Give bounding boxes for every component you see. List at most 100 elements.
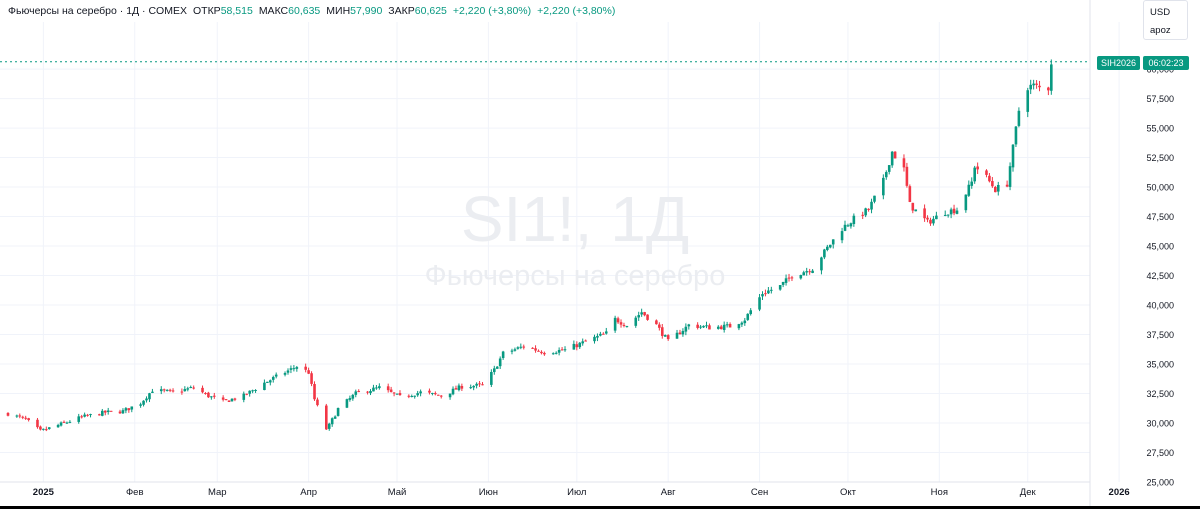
candle-body — [840, 231, 844, 241]
candle-body — [24, 417, 27, 419]
candle-body — [83, 414, 86, 417]
watermark: SI1!, 1Д Фьючерсы на серебро — [425, 183, 726, 292]
candle-body — [943, 214, 947, 216]
candle-body — [254, 389, 257, 391]
candle-body — [666, 335, 670, 340]
price-tick-label: 50,000 — [1146, 183, 1174, 193]
candle-body — [802, 272, 806, 276]
price-tick-label: 42,500 — [1146, 271, 1174, 281]
candle-body — [333, 416, 337, 419]
candle-body — [316, 399, 319, 406]
low-label: МИН — [326, 5, 351, 17]
candle-body — [490, 371, 493, 385]
candle-body — [616, 318, 620, 323]
candle-body — [419, 391, 422, 394]
candle-body — [540, 351, 543, 354]
candle-body — [336, 408, 340, 416]
candle-body — [687, 324, 691, 327]
candle-body — [251, 390, 254, 392]
candle-body — [151, 391, 154, 393]
candle-body — [867, 208, 870, 210]
candle-body — [245, 393, 249, 395]
candle-body — [516, 347, 520, 349]
candle-body — [625, 326, 629, 328]
candle-body — [1050, 64, 1053, 91]
currency-unit-box[interactable]: USD apoz — [1143, 0, 1188, 40]
candle-body — [366, 391, 369, 393]
candle-body — [451, 388, 455, 395]
candle-body — [967, 184, 971, 196]
candle-body — [537, 350, 540, 352]
candle-body — [596, 335, 599, 338]
candles-layer — [6, 59, 1053, 432]
candle-body — [823, 249, 826, 258]
candle-body — [575, 344, 579, 348]
watermark-name: Фьючерсы на серебро — [425, 260, 726, 292]
candle-body — [392, 392, 396, 394]
time-axis[interactable]: 2025 Фев Мар Апр Май Июн Июл Авг Сен Окт Ноя Дек 202… — [0, 481, 1130, 498]
candle-body — [295, 367, 299, 369]
candle-body — [454, 388, 458, 390]
candle-body — [873, 195, 876, 202]
candle-body — [348, 398, 352, 400]
candle-body — [740, 322, 744, 325]
candle-body — [159, 389, 163, 392]
candle-body — [204, 393, 207, 395]
candle-body — [991, 181, 994, 187]
candle-body — [678, 332, 682, 335]
currency-label[interactable]: USD — [1150, 7, 1171, 18]
price-tick-label: 35,000 — [1146, 360, 1174, 370]
candle-body — [513, 349, 517, 351]
candle-body — [292, 368, 296, 370]
candle-body — [492, 368, 496, 373]
candle-body — [1008, 166, 1012, 187]
candle-body — [1014, 126, 1018, 145]
candle-body — [746, 313, 750, 320]
candle-body — [778, 285, 782, 290]
candle-body — [263, 382, 266, 391]
candle-body — [902, 158, 906, 168]
candle-body — [413, 395, 417, 397]
candle-body — [121, 410, 125, 414]
price-tick-label: 45,000 — [1146, 242, 1174, 252]
time-tick-label: Июл — [567, 487, 586, 498]
candle-body — [289, 368, 293, 370]
candle-body — [663, 335, 667, 337]
candle-body — [831, 239, 835, 245]
candle-body — [165, 389, 169, 391]
candle-body — [180, 391, 184, 393]
candle-body — [386, 386, 390, 391]
candle-body — [286, 370, 290, 373]
candle-body — [1005, 184, 1009, 187]
candle-body — [973, 167, 976, 182]
price-axis[interactable]: 25,000 27,500 30,000 32,500 35,000 37,500 40,0… — [1089, 0, 1174, 506]
symbol-title[interactable]: Фьючерсы на серебро · 1Д · COMEX — [8, 5, 187, 17]
candle-body — [994, 187, 997, 193]
candle-body — [849, 223, 853, 227]
candle-body — [327, 423, 331, 429]
candle-body — [221, 397, 225, 400]
candle-body — [274, 374, 278, 377]
scale-mode-label[interactable]: apoz — [1150, 25, 1171, 36]
candle-body — [148, 393, 151, 400]
candle-body — [313, 383, 316, 400]
candle-body — [369, 390, 372, 394]
low-value: 57,990 — [350, 5, 383, 17]
candle-body — [572, 343, 576, 350]
candle-body — [808, 271, 811, 273]
candle-body — [811, 270, 814, 273]
candle-body — [634, 317, 638, 326]
candle-body — [852, 215, 856, 225]
time-tick-label: Сен — [751, 487, 768, 498]
candle-body — [684, 326, 688, 332]
candle-body — [478, 383, 481, 385]
candle-body — [764, 293, 767, 295]
candle-body — [127, 408, 131, 411]
candle-body — [354, 391, 358, 395]
candle-body — [935, 215, 938, 220]
candle-body — [307, 370, 310, 374]
candle-body — [593, 336, 596, 342]
candle-body — [77, 416, 81, 422]
candle-body — [428, 390, 431, 393]
